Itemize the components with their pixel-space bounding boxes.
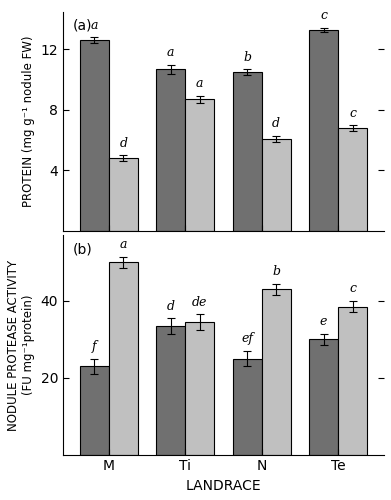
Bar (80, 40, 109, 231)
Text: b: b (272, 265, 280, 278)
Text: d: d (272, 117, 280, 130)
Bar (233, 72, 262, 231)
Bar (309, 30, 338, 231)
Text: ef: ef (241, 332, 253, 345)
Text: de: de (192, 296, 208, 309)
Y-axis label: PROTEIN (mg g⁻¹ nodule FW): PROTEIN (mg g⁻¹ nodule FW) (22, 36, 35, 207)
Bar (233, 358, 262, 454)
Text: (a): (a) (72, 18, 92, 32)
Text: a: a (167, 46, 174, 59)
Text: a: a (120, 238, 127, 251)
Text: a: a (196, 77, 203, 90)
Bar (156, 326, 185, 454)
Y-axis label: NODULE PROTEASE ACTIVITY
(FU mg⁻¹protein): NODULE PROTEASE ACTIVITY (FU mg⁻¹protein… (7, 260, 35, 430)
Bar (185, 100, 214, 231)
Text: d: d (119, 137, 127, 150)
Bar (185, 322, 214, 454)
Bar (262, 138, 291, 231)
Text: b: b (243, 50, 251, 64)
Bar (262, 290, 291, 454)
Bar (80, 366, 109, 454)
Bar (338, 128, 367, 231)
Text: d: d (167, 300, 175, 312)
Bar (109, 262, 138, 454)
Bar (109, 158, 138, 231)
X-axis label: LANDRACE: LANDRACE (186, 479, 261, 493)
Text: (b): (b) (72, 242, 92, 256)
Text: f: f (92, 340, 97, 353)
Bar (156, 69, 185, 231)
Text: c: c (320, 9, 327, 22)
Text: c: c (349, 106, 356, 120)
Text: a: a (90, 19, 98, 32)
Text: e: e (320, 315, 327, 328)
Bar (338, 306, 367, 454)
Bar (309, 340, 338, 454)
Text: c: c (349, 282, 356, 296)
